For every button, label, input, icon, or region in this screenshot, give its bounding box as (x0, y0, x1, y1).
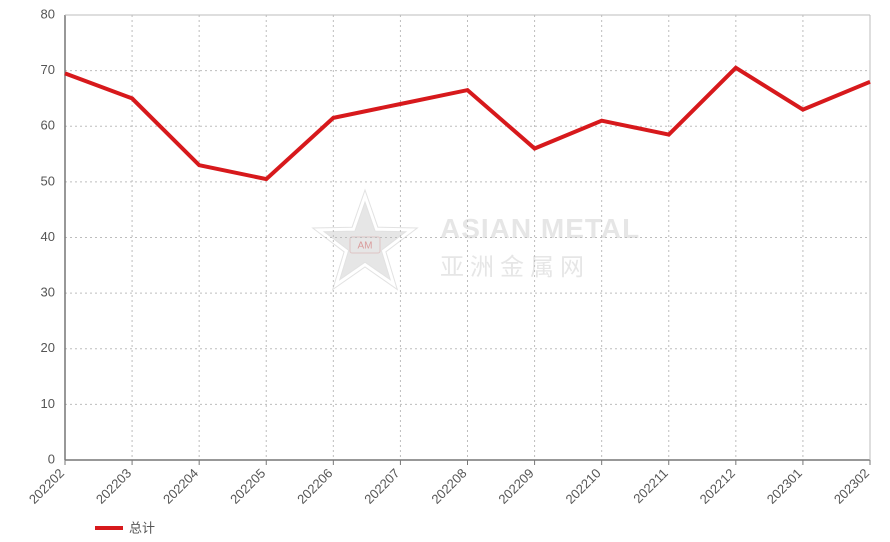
x-tick-label: 202203 (93, 466, 134, 507)
line-chart: AM ASIAN METAL 亚洲金属网 0 10 20 30 40 50 60 70 80 20220… (0, 0, 890, 542)
x-tick-label: 202202 (26, 466, 67, 507)
x-tick-label: 202209 (495, 466, 536, 507)
svg-text:ASIAN METAL: ASIAN METAL (440, 213, 640, 244)
y-tick-label: 70 (41, 62, 55, 77)
chart-container: AM ASIAN METAL 亚洲金属网 0 10 20 30 40 50 60 70 80 20220… (0, 0, 890, 542)
y-tick-label: 30 (41, 285, 55, 300)
y-tick-label: 10 (41, 396, 55, 411)
x-tick-label: 202207 (361, 466, 402, 507)
y-tick-label: 0 (48, 451, 55, 466)
watermark: AM ASIAN METAL 亚洲金属网 (313, 190, 641, 290)
y-tick-label: 50 (41, 173, 55, 188)
x-tick-label: 202204 (160, 466, 201, 507)
series-total (65, 68, 870, 179)
y-tick-label: 60 (41, 118, 55, 133)
legend-label: 总计 (129, 520, 155, 535)
y-tick-label: 20 (41, 340, 55, 355)
x-tick-label: 202301 (764, 466, 805, 507)
x-tick-label: 202211 (630, 466, 671, 507)
x-tick-label: 202205 (227, 466, 268, 507)
x-tick-label: 202208 (428, 466, 469, 507)
svg-text:AM: AM (358, 241, 373, 252)
y-tick-label: 80 (41, 6, 55, 21)
svg-text:亚洲金属网: 亚洲金属网 (440, 254, 590, 281)
y-tick-label: 40 (41, 229, 55, 244)
x-tick-label: 202210 (562, 466, 603, 507)
x-tick-label: 202212 (697, 466, 738, 507)
x-tick-label: 202302 (831, 466, 872, 507)
x-tick-label: 202206 (294, 466, 335, 507)
